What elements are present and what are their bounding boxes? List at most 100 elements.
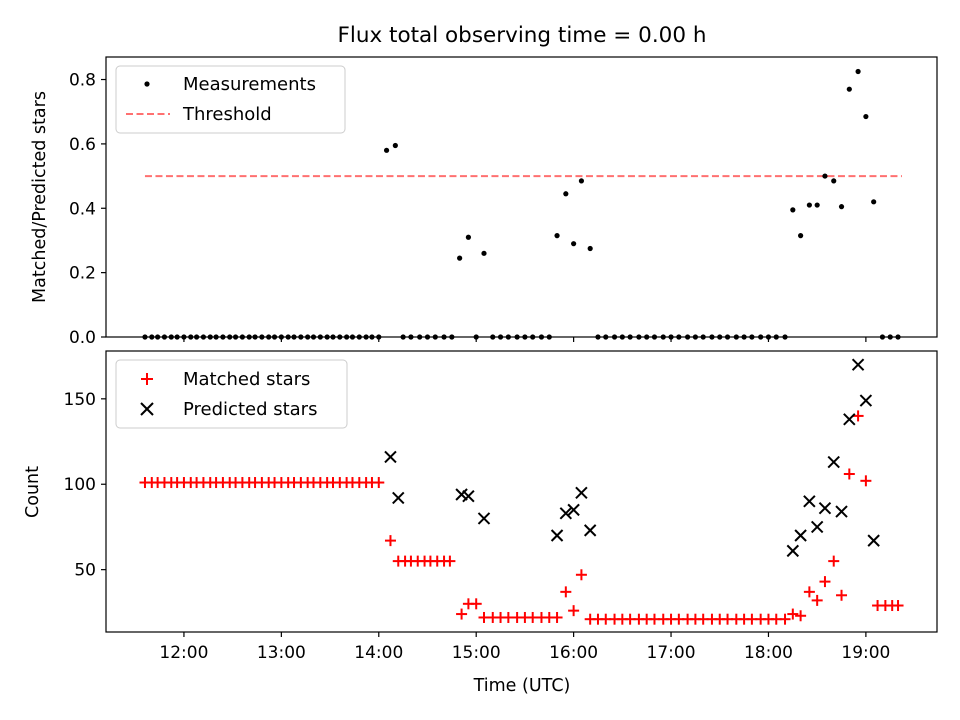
top-y-tick-label: 0.8: [69, 71, 96, 91]
bottom-y-axis: 50 100 150: [64, 390, 106, 581]
predicted-star-marker: [575, 486, 588, 499]
matched-star-marker: [892, 600, 904, 612]
matched-star-marker: [811, 594, 823, 606]
measurement-point: [457, 255, 463, 261]
measurement-point: [392, 142, 398, 149]
measurement-point: [563, 191, 569, 197]
measurement-point: [846, 86, 852, 92]
top-panel: 0.00.20.40.60.8 Matched/Predicted stars …: [30, 56, 938, 348]
legend-measurement-marker: [144, 81, 150, 87]
matched-star-marker: [860, 475, 872, 487]
measurement-point: [554, 233, 560, 239]
predicted-star-marker: [462, 489, 475, 503]
measurement-point: [798, 233, 804, 239]
matched-star-marker: [575, 569, 587, 581]
top-y-tick-label: 0.0: [69, 328, 96, 348]
measurement-point: [790, 207, 796, 213]
predicted-star-marker: [803, 495, 816, 508]
predicted-star-marker: [843, 413, 856, 426]
measurement-point: [383, 147, 390, 153]
measurement-point: [831, 178, 837, 184]
matched-star-marker: [836, 589, 848, 601]
x-tick-label: 17:00: [647, 643, 696, 663]
predicted-star-marker: [818, 501, 832, 515]
matched-star-marker: [560, 586, 572, 598]
matched-star-marker: [779, 613, 791, 625]
bottom-plot-frame: [105, 350, 938, 633]
legend-predicted-marker: [140, 402, 154, 416]
predicted-star-marker: [384, 450, 397, 464]
bottom-y-tick-label: 150: [64, 390, 96, 410]
predicted-star-marker: [859, 394, 873, 407]
measurement-point: [587, 245, 593, 252]
matched-star-marker: [843, 468, 855, 480]
top-marks: [142, 68, 902, 340]
x-tick-label: 15:00: [452, 643, 501, 663]
predicted-star-marker: [851, 358, 865, 371]
matched-star-marker: [828, 555, 840, 567]
matched-star-marker: [852, 410, 864, 422]
measurement-point: [578, 178, 585, 184]
x-tick-label: 16:00: [549, 643, 598, 663]
matched-star-marker: [373, 477, 385, 489]
measurement-point: [855, 68, 861, 75]
matched-star-marker: [444, 555, 456, 567]
top-y-tick-label: 0.6: [69, 135, 96, 155]
bottom-legend: Matched stars Predicted stars: [115, 359, 348, 429]
legend-matched-label: Matched stars: [183, 369, 310, 390]
measurement-point: [481, 250, 487, 256]
bottom-y-axis-label: Count: [23, 466, 43, 518]
legend-predicted-label: Predicted stars: [183, 399, 317, 420]
measurement-point: [465, 234, 472, 240]
measurement-point: [838, 204, 845, 210]
x-axis-label: Time (UTC): [473, 676, 571, 696]
predicted-star-marker: [583, 524, 597, 537]
legend-measurements-label: Measurements: [183, 74, 316, 95]
bottom-x-axis: 12:00 13:00 14:00 15:00 16:00 17:00 18:00 19:00: [159, 632, 890, 663]
x-tick-label: 18:00: [744, 643, 793, 663]
legend-matched-marker: [141, 373, 153, 385]
measurement-point: [806, 202, 812, 208]
predicted-star-marker: [786, 544, 800, 558]
top-y-tick-label: 0.2: [69, 264, 96, 284]
legend-threshold-label: Threshold: [182, 104, 272, 125]
predicted-star-marker: [810, 520, 824, 534]
predicted-star-marker: [835, 505, 848, 518]
bottom-marks: [139, 358, 904, 625]
predicted-star-marker: [794, 529, 807, 542]
bottom-y-tick-label: 50: [74, 561, 96, 581]
matched-star-marker: [551, 611, 563, 623]
top-y-tick-label: 0.4: [69, 199, 96, 219]
chart-title: Flux total observing time = 0.00 h: [338, 23, 707, 48]
x-tick-label: 14:00: [354, 643, 403, 663]
bottom-legend-box: [115, 359, 348, 429]
top-plot-frame: [105, 56, 938, 338]
measurement-point: [822, 173, 828, 179]
measurement-point: [814, 202, 820, 208]
top-y-axis: 0.0 0.2 0.4 0.6 0.8: [69, 71, 106, 348]
measurement-point: [871, 199, 877, 205]
measurement-point: [571, 241, 577, 247]
predicted-star-marker: [550, 529, 564, 542]
matched-star-marker: [795, 610, 807, 622]
predicted-star-marker: [392, 491, 405, 505]
x-tick-label: 12:00: [159, 643, 208, 663]
top-x-ticks: [183, 337, 867, 342]
matched-star-marker: [787, 608, 799, 620]
top-legend: Measurements Threshold: [115, 65, 346, 134]
matched-star-marker: [470, 598, 482, 610]
predicted-star-marker: [567, 503, 580, 517]
matched-star-marker: [568, 605, 580, 617]
measurement-point: [863, 113, 869, 120]
predicted-star-marker: [559, 507, 573, 520]
matched-star-marker: [384, 535, 396, 547]
matched-star-marker: [803, 586, 815, 598]
predicted-star-marker: [477, 512, 491, 525]
top-y-axis-label: Matched/Predicted stars: [30, 91, 50, 303]
bottom-y-tick-label: 100: [64, 475, 96, 495]
x-tick-label: 19:00: [841, 643, 890, 663]
top-legend-box: [115, 65, 346, 134]
matched-star-marker: [819, 576, 831, 588]
